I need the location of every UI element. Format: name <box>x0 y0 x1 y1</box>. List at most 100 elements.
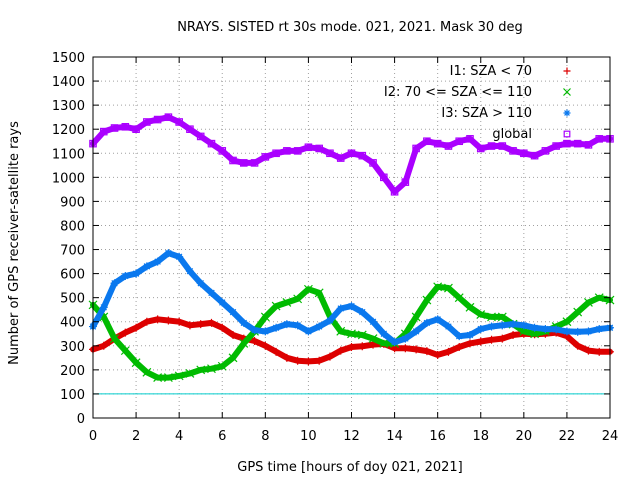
series-4-point <box>455 137 464 146</box>
series-4-point <box>132 125 140 134</box>
series-4-point <box>239 159 248 167</box>
series-3-point <box>239 318 248 327</box>
series-2-point <box>174 371 184 381</box>
series-1-point <box>573 341 582 350</box>
series-3-point <box>390 338 399 347</box>
series-4-point <box>153 115 162 124</box>
series-2-point <box>228 353 238 363</box>
series-3-point <box>250 326 259 335</box>
x-tick-label: 8 <box>261 429 269 444</box>
legend-label: I2: 70 <= SZA <= 110 <box>384 85 532 100</box>
series-3-point <box>573 327 582 336</box>
series-3-point <box>465 330 474 339</box>
x-tick-label: 4 <box>175 429 183 444</box>
x-tick-label: 22 <box>559 429 576 444</box>
series-3-point <box>325 316 334 325</box>
series-2-point <box>303 284 313 294</box>
series-3-point <box>358 308 367 317</box>
series-3-point <box>293 321 302 330</box>
series-4-point <box>487 142 496 150</box>
series-3-point <box>487 322 496 331</box>
series-3-point <box>336 304 345 313</box>
series-4-point <box>573 139 582 148</box>
series-1-point <box>336 346 345 355</box>
series-1-point <box>164 316 173 325</box>
series-1-point <box>325 352 334 361</box>
legend: I1: SZA < 70 I2: 70 <= SZA <= 110 I3: SZA … <box>384 64 571 142</box>
legend-label: global <box>492 127 532 142</box>
series-2-point <box>444 283 453 293</box>
series-2-point <box>239 338 249 348</box>
series-3-point <box>498 321 507 330</box>
y-tick-label: 200 <box>60 364 85 379</box>
series-2-point <box>422 295 432 305</box>
y-tick-label: 600 <box>60 268 85 283</box>
series-2-point <box>336 326 346 336</box>
series-3-point <box>509 320 518 329</box>
series-3-point <box>552 325 561 334</box>
x-tick-label: 2 <box>132 429 140 444</box>
series-4-point <box>433 139 442 148</box>
series-4-point <box>283 147 291 155</box>
series-1-point <box>282 353 291 362</box>
series-1-point <box>132 323 141 332</box>
series-layer <box>88 113 615 382</box>
series-3-point <box>347 302 356 311</box>
x-tick-label: 0 <box>89 429 97 444</box>
x-tick-label: 20 <box>516 429 533 444</box>
series-1-point <box>229 330 238 339</box>
series-4-point <box>186 125 194 134</box>
series-4-point <box>563 139 571 148</box>
series-4-point <box>423 137 431 146</box>
series-2-point <box>584 298 593 307</box>
series-2-point <box>153 373 163 382</box>
series-4-point <box>358 151 367 160</box>
series-3-point <box>153 257 162 266</box>
series-1-point <box>207 318 216 327</box>
series-4-point <box>530 151 539 160</box>
series-3-point <box>272 323 281 332</box>
series-4-point <box>509 147 517 155</box>
series-4-point <box>401 178 410 186</box>
series-1-point <box>304 357 313 366</box>
y-tick-label: 1500 <box>52 51 85 66</box>
x-tick-label: 14 <box>386 429 403 444</box>
series-4-point <box>466 135 474 143</box>
series-2-point <box>433 282 443 292</box>
series-2-point <box>217 361 227 371</box>
series-4-point <box>261 153 270 161</box>
series-4-point <box>272 149 280 158</box>
series-1-point <box>422 347 431 356</box>
series-3-point <box>304 327 313 336</box>
series-3-point <box>584 327 593 336</box>
series-4 <box>89 113 614 196</box>
series-4-point <box>476 144 485 153</box>
series-4-point <box>304 143 313 152</box>
series-2-point <box>562 317 572 327</box>
series-1-point <box>401 344 410 353</box>
series-2-point <box>465 302 475 312</box>
series-2-point <box>110 334 119 344</box>
series-4-point <box>498 142 507 150</box>
legend-marker <box>563 130 571 138</box>
series-4-line <box>90 114 613 195</box>
series-2-point <box>476 310 486 319</box>
legend-marker <box>563 88 571 96</box>
series-3-point <box>207 288 216 297</box>
series-2-point <box>185 369 195 378</box>
series-3-point <box>110 279 119 288</box>
series-4-point <box>595 135 604 143</box>
series-3-point <box>433 315 442 324</box>
series-4-point <box>293 147 302 155</box>
x-tick-label: 12 <box>343 429 360 444</box>
y-tick-label: 1200 <box>52 123 85 138</box>
legend-label: I3: SZA > 110 <box>441 106 532 121</box>
series-2-point <box>131 358 141 368</box>
series-1-point <box>261 341 270 350</box>
series-4-point <box>444 142 453 150</box>
series-2-point <box>282 298 292 307</box>
legend-marker <box>563 109 571 117</box>
series-1-point <box>369 340 378 349</box>
series-4-point <box>520 149 528 158</box>
series-3-point <box>282 320 291 329</box>
